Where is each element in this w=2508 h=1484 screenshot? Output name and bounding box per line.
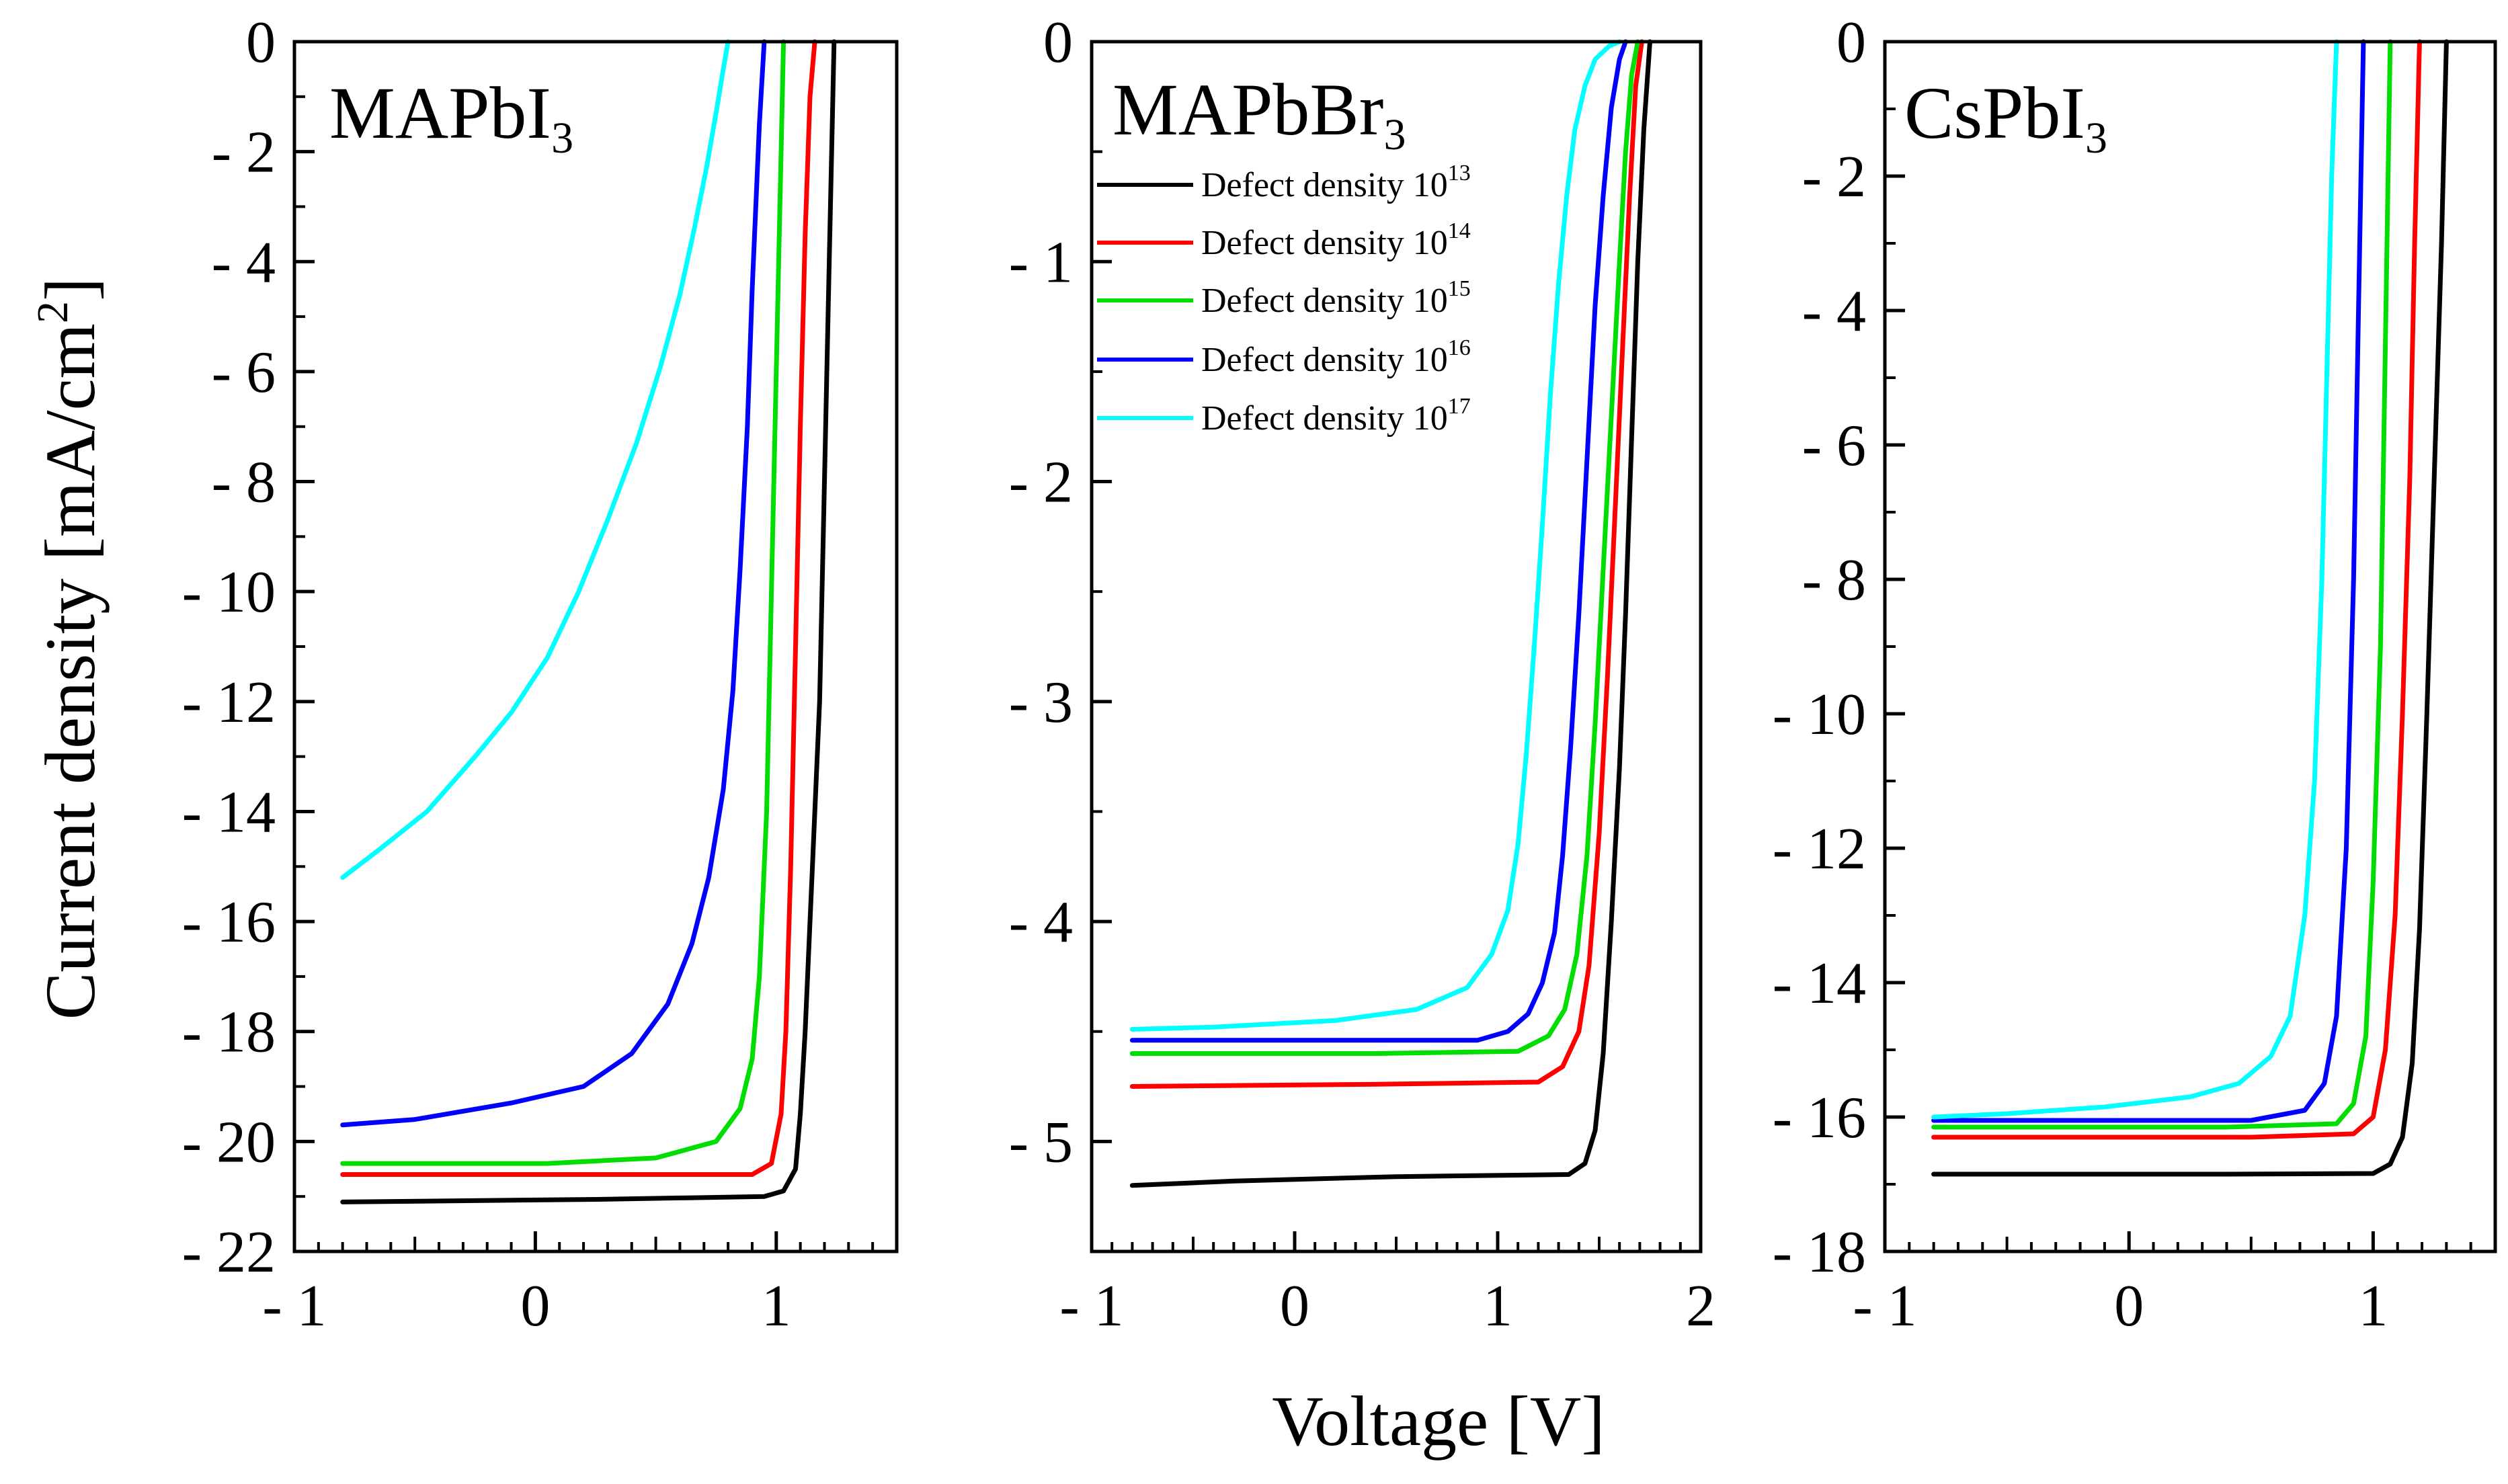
series-line-defect-density-10-16: [1129, 39, 1628, 1043]
series-line-defect-density-10-17: [1931, 39, 2339, 1120]
legend-label-exponent: 15: [1448, 276, 1471, 301]
series-line-defect-density-10-15: [1129, 39, 1640, 1056]
x-tick-label: 1: [2358, 1274, 2388, 1339]
legend-label-1e14: Defect density 1014: [1201, 218, 1471, 262]
legend-entry-1e15: Defect density 1015: [1097, 276, 1471, 320]
y-axis-title-suffix: ]: [31, 278, 110, 301]
panel-title-subscript: 3: [1383, 110, 1406, 159]
panel-title: MAPbI3: [329, 72, 573, 163]
x-tick-label: 2: [1686, 1274, 1715, 1339]
y-tick-label: - 3: [1009, 670, 1073, 735]
y-tick-label: - 14: [1773, 951, 1866, 1016]
panel-mapbi3: 0- 2- 4- 6- 8- 10- 12- 14- 16- 18- 20- 2…: [182, 10, 899, 1339]
legend-entry-1e16: Defect density 1016: [1097, 335, 1471, 379]
y-tick-label: - 4: [1802, 279, 1866, 344]
panel-title: CsPbI3: [1904, 72, 2107, 163]
y-tick-label: - 2: [212, 120, 276, 186]
legend-label-exponent: 16: [1448, 335, 1471, 360]
x-tick-label: - 1: [1853, 1274, 1916, 1339]
y-tick-label: - 1: [1009, 230, 1073, 295]
panel-title-subscript: 3: [2085, 114, 2107, 163]
series-line-defect-density-10-16: [1931, 39, 2366, 1123]
x-tick-label: 0: [2114, 1274, 2144, 1339]
panel-title: MAPbBr3: [1113, 69, 1406, 159]
x-tick-label: 0: [520, 1274, 550, 1339]
y-tick-label: - 8: [1802, 548, 1866, 613]
series-line-defect-density-10-15: [340, 39, 786, 1166]
panel-title-main: MAPbBr: [1113, 69, 1383, 151]
y-tick-label: - 5: [1009, 1110, 1073, 1175]
y-tick-label: - 4: [212, 230, 276, 295]
y-tick-label: - 12: [182, 670, 276, 735]
ticks-layer: 0 - 1 - 2 - 3 - 4 - 5 - 1 0 1 2: [1009, 10, 1715, 1339]
series-line-defect-density-10-13: [1931, 39, 2449, 1177]
legend-label-1e16: Defect density 1016: [1201, 335, 1471, 379]
y-tick-label: - 14: [182, 780, 276, 845]
y-tick-label: - 10: [1773, 682, 1866, 747]
legend-entry-1e14: Defect density 1014: [1097, 218, 1471, 262]
series-line-defect-density-10-15: [1931, 39, 2393, 1130]
series-line-defect-density-10-14: [340, 39, 817, 1177]
legend-label-1e13: Defect density 1013: [1201, 161, 1471, 204]
x-tick-label: - 1: [1059, 1274, 1123, 1339]
y-tick-label: - 20: [182, 1110, 276, 1175]
y-tick-label: - 22: [182, 1220, 276, 1285]
y-tick-label: - 4: [1009, 890, 1073, 955]
x-tick-label: 0: [1280, 1274, 1309, 1339]
legend-label-exponent: 14: [1448, 218, 1471, 243]
legend-label-prefix: Defect density 10: [1201, 341, 1448, 379]
panel-title-main: CsPbI: [1904, 72, 2085, 154]
y-axis-title-main: Current density [mA/cm: [31, 323, 110, 1020]
y-tick-label: - 16: [1773, 1085, 1866, 1151]
y-tick-label: 0: [1836, 10, 1866, 75]
series-line-defect-density-10-13: [340, 39, 837, 1204]
legend-label-prefix: Defect density 10: [1201, 224, 1448, 262]
legend-entry-1e17: Defect density 1017: [1097, 394, 1471, 438]
series-layer: [1931, 39, 2449, 1177]
x-tick-label: - 1: [262, 1274, 326, 1339]
y-axis-title: Current density [mA/cm2]: [28, 278, 110, 1020]
y-tick-label: - 8: [212, 450, 276, 516]
y-tick-label: - 18: [182, 1000, 276, 1065]
y-tick-label: - 18: [1773, 1220, 1866, 1285]
series-line-defect-density-10-16: [340, 39, 767, 1128]
y-tick-label: 0: [246, 10, 276, 75]
series-line-defect-density-10-17: [340, 39, 731, 880]
ticks-layer: 0- 2- 4- 6- 8- 10- 12- 14- 16- 18- 20- 2…: [182, 10, 898, 1339]
legend-label-prefix: Defect density 10: [1201, 282, 1448, 320]
panel-mapbbr3: 0 - 1 - 2 - 3 - 4 - 5 - 1 0 1 2 MAPbBr3 Defect de…: [1009, 10, 1715, 1339]
y-tick-label: - 6: [212, 340, 276, 405]
series-layer: [1129, 39, 1652, 1188]
panel-title-subscript: 3: [551, 114, 573, 163]
legend-label-1e17: Defect density 1017: [1201, 394, 1471, 438]
legend-label-prefix: Defect density 10: [1201, 399, 1448, 438]
legend-entry-1e13: Defect density 1013: [1097, 161, 1471, 204]
panel-title-main: MAPbI: [329, 72, 551, 154]
x-tick-label: 1: [762, 1274, 791, 1339]
legend-label-prefix: Defect density 10: [1201, 166, 1448, 204]
series-line-defect-density-10-14: [1129, 39, 1644, 1089]
y-tick-label: - 12: [1773, 817, 1866, 882]
series-line-defect-density-10-14: [1931, 39, 2422, 1140]
x-axis-title: Voltage [V]: [1272, 1382, 1605, 1460]
x-tick-label: 1: [1483, 1274, 1512, 1339]
y-tick-label: - 10: [182, 560, 276, 625]
y-axis-title-superscript: 2: [28, 301, 77, 323]
legend: Defect density 1013 Defect density 1014 …: [1097, 161, 1471, 438]
series-layer: [340, 39, 837, 1204]
y-tick-label: - 2: [1009, 450, 1073, 516]
y-tick-label: - 2: [1802, 145, 1866, 210]
series-line-defect-density-10-17: [1129, 39, 1622, 1032]
y-tick-label: 0: [1043, 10, 1073, 75]
legend-label-exponent: 17: [1448, 394, 1471, 419]
series-line-defect-density-10-13: [1129, 39, 1652, 1188]
legend-label-exponent: 13: [1448, 161, 1471, 186]
y-tick-label: - 16: [182, 890, 276, 955]
legend-label-1e15: Defect density 1015: [1201, 276, 1471, 320]
y-tick-label: - 6: [1802, 413, 1866, 479]
